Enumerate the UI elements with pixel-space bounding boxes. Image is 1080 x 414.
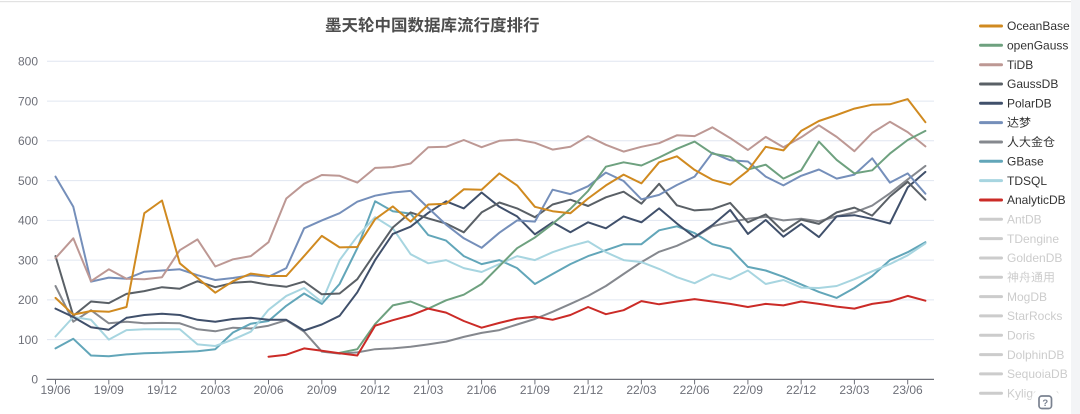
svg-text:500: 500 [18, 174, 38, 188]
svg-text:20/03: 20/03 [200, 383, 230, 397]
svg-text:TDSQL: TDSQL [1007, 174, 1047, 188]
svg-text:22/06: 22/06 [680, 383, 710, 397]
svg-text:StarRocks: StarRocks [1007, 309, 1062, 323]
svg-text:DolphinDB: DolphinDB [1007, 348, 1064, 362]
svg-text:openGauss: openGauss [1007, 39, 1068, 53]
svg-text:23/03: 23/03 [839, 383, 869, 397]
svg-text:20/06: 20/06 [253, 383, 283, 397]
svg-text:21/09: 21/09 [520, 383, 550, 397]
svg-text:19/09: 19/09 [94, 383, 124, 397]
svg-text:700: 700 [18, 94, 38, 108]
svg-text:200: 200 [18, 293, 38, 307]
svg-text:PolarDB: PolarDB [1007, 97, 1052, 111]
svg-text:21/03: 21/03 [413, 383, 443, 397]
svg-text:Doris: Doris [1007, 329, 1035, 343]
svg-text:AntDB: AntDB [1007, 213, 1042, 227]
svg-text:TiDB: TiDB [1007, 58, 1033, 72]
svg-text:0: 0 [31, 373, 38, 387]
svg-text:OceanBase: OceanBase [1007, 19, 1070, 33]
svg-text:22/12: 22/12 [786, 383, 816, 397]
svg-text:GaussDB: GaussDB [1007, 77, 1058, 91]
svg-text:MogDB: MogDB [1007, 290, 1047, 304]
svg-text:SequoiaDB: SequoiaDB [1007, 367, 1068, 381]
svg-text:GBase: GBase [1007, 155, 1044, 169]
svg-text:400: 400 [18, 214, 38, 228]
svg-text:100: 100 [18, 333, 38, 347]
svg-text:20/12: 20/12 [360, 383, 390, 397]
svg-text:?: ? [1042, 398, 1048, 409]
svg-text:300: 300 [18, 253, 38, 267]
svg-text:GoldenDB: GoldenDB [1007, 251, 1062, 265]
svg-text:23/06: 23/06 [893, 383, 923, 397]
svg-text:TDengine: TDengine [1007, 232, 1059, 246]
svg-text:19/06: 19/06 [40, 383, 70, 397]
svg-text:20/09: 20/09 [307, 383, 337, 397]
svg-text:19/12: 19/12 [147, 383, 177, 397]
svg-text:22/03: 22/03 [626, 383, 656, 397]
svg-text:600: 600 [18, 134, 38, 148]
svg-text:AnalyticDB: AnalyticDB [1007, 193, 1066, 207]
svg-text:21/06: 21/06 [467, 383, 497, 397]
svg-text:22/09: 22/09 [733, 383, 763, 397]
svg-text:800: 800 [18, 55, 38, 69]
svg-text:21/12: 21/12 [573, 383, 603, 397]
